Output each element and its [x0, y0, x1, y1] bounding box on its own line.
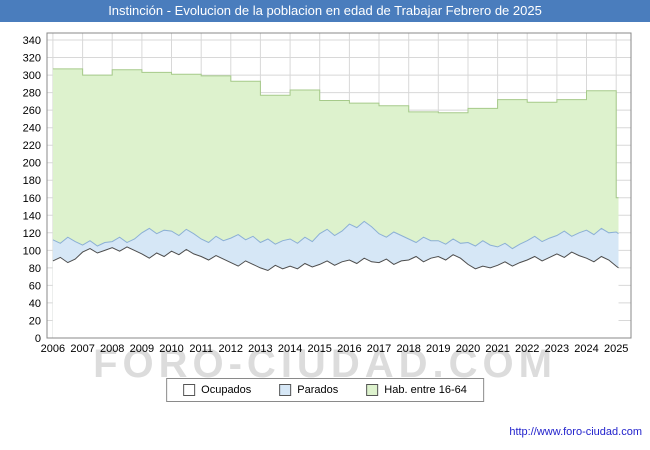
chart-title-bar: Instinción - Evolucion de la poblacion e…: [0, 0, 650, 22]
svg-text:60: 60: [29, 280, 41, 292]
svg-text:320: 320: [23, 53, 41, 65]
svg-text:2011: 2011: [189, 343, 213, 355]
svg-text:100: 100: [23, 245, 41, 257]
svg-text:2010: 2010: [159, 343, 183, 355]
svg-text:2013: 2013: [248, 343, 272, 355]
svg-text:2021: 2021: [485, 343, 509, 355]
legend-item-hab-16-64: Hab. entre 16-64: [366, 384, 467, 396]
footer-link[interactable]: http://www.foro-ciudad.com: [509, 426, 642, 438]
svg-text:2016: 2016: [337, 343, 361, 355]
svg-text:280: 280: [23, 88, 41, 100]
legend-swatch: [183, 384, 196, 396]
svg-text:200: 200: [23, 158, 41, 170]
svg-text:240: 240: [23, 123, 41, 135]
svg-text:180: 180: [23, 175, 41, 187]
svg-text:2022: 2022: [515, 343, 539, 355]
svg-text:2006: 2006: [41, 343, 65, 355]
svg-text:160: 160: [23, 193, 41, 205]
svg-text:2017: 2017: [367, 343, 391, 355]
legend-label: Ocupados: [201, 384, 252, 396]
legend-item-ocupados: Ocupados: [183, 384, 251, 396]
legend-label: Hab. entre 16-64: [384, 384, 467, 396]
legend-label: Parados: [297, 384, 339, 396]
svg-text:2009: 2009: [130, 343, 154, 355]
svg-text:2020: 2020: [456, 343, 480, 355]
legend-swatch: [279, 384, 292, 396]
svg-text:260: 260: [23, 105, 41, 117]
legend-item-parados: Parados: [279, 384, 338, 396]
svg-text:2007: 2007: [70, 343, 94, 355]
svg-text:2014: 2014: [278, 343, 302, 355]
svg-text:80: 80: [29, 263, 41, 275]
page-title: Instinción - Evolucion de la poblacion e…: [108, 3, 542, 18]
svg-text:2015: 2015: [307, 343, 331, 355]
svg-text:0: 0: [35, 333, 41, 345]
svg-text:2025: 2025: [604, 343, 628, 355]
svg-text:2012: 2012: [219, 343, 243, 355]
svg-text:2018: 2018: [396, 343, 420, 355]
svg-text:2019: 2019: [426, 343, 450, 355]
svg-text:220: 220: [23, 140, 41, 152]
svg-text:2024: 2024: [574, 343, 598, 355]
svg-text:120: 120: [23, 228, 41, 240]
chart-legend: Ocupados Parados Hab. entre 16-64: [166, 378, 484, 402]
svg-text:40: 40: [29, 298, 41, 310]
svg-text:20: 20: [29, 316, 41, 328]
svg-text:140: 140: [23, 210, 41, 222]
svg-text:340: 340: [23, 35, 41, 47]
legend-swatch: [366, 384, 379, 396]
svg-text:300: 300: [23, 70, 41, 82]
svg-text:2008: 2008: [100, 343, 124, 355]
svg-text:2023: 2023: [545, 343, 569, 355]
